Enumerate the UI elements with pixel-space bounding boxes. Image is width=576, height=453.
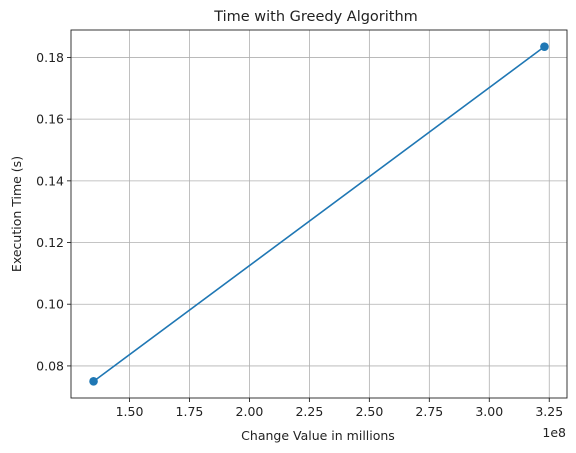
- y-tick-label: 0.16: [36, 112, 64, 127]
- x-tick-label: 3.00: [475, 404, 503, 419]
- data-point: [89, 377, 98, 386]
- data-point: [540, 42, 549, 51]
- ticks: 1.50 1.75 2.00 2.25 2.50 2.75 3.00 3.25 0.08 0.10…: [36, 50, 563, 419]
- x-axis-offset-label: 1e8: [542, 425, 566, 440]
- x-tick-label: 2.75: [415, 404, 443, 419]
- y-tick-label: 0.18: [36, 50, 64, 65]
- x-tick-label: 3.25: [535, 404, 563, 419]
- y-axis-label: Execution Time (s): [9, 156, 24, 272]
- x-tick-label: 2.00: [236, 404, 264, 419]
- chart-title: Time with Greedy Algorithm: [213, 9, 418, 25]
- y-tick-label: 0.08: [36, 358, 64, 373]
- x-tick-label: 1.50: [116, 404, 144, 419]
- series: [89, 42, 549, 386]
- series-line: [93, 46, 545, 382]
- y-tick-label: 0.14: [36, 173, 64, 188]
- x-tick-label: 1.75: [176, 404, 204, 419]
- y-tick-label: 0.12: [36, 235, 64, 250]
- x-tick-label: 2.25: [295, 404, 323, 419]
- x-tick-label: 2.50: [355, 404, 383, 419]
- plot-area-frame: [70, 29, 568, 399]
- x-axis-label: Change Value in millions: [241, 428, 395, 443]
- grid: [71, 30, 567, 398]
- y-tick-label: 0.10: [36, 297, 64, 312]
